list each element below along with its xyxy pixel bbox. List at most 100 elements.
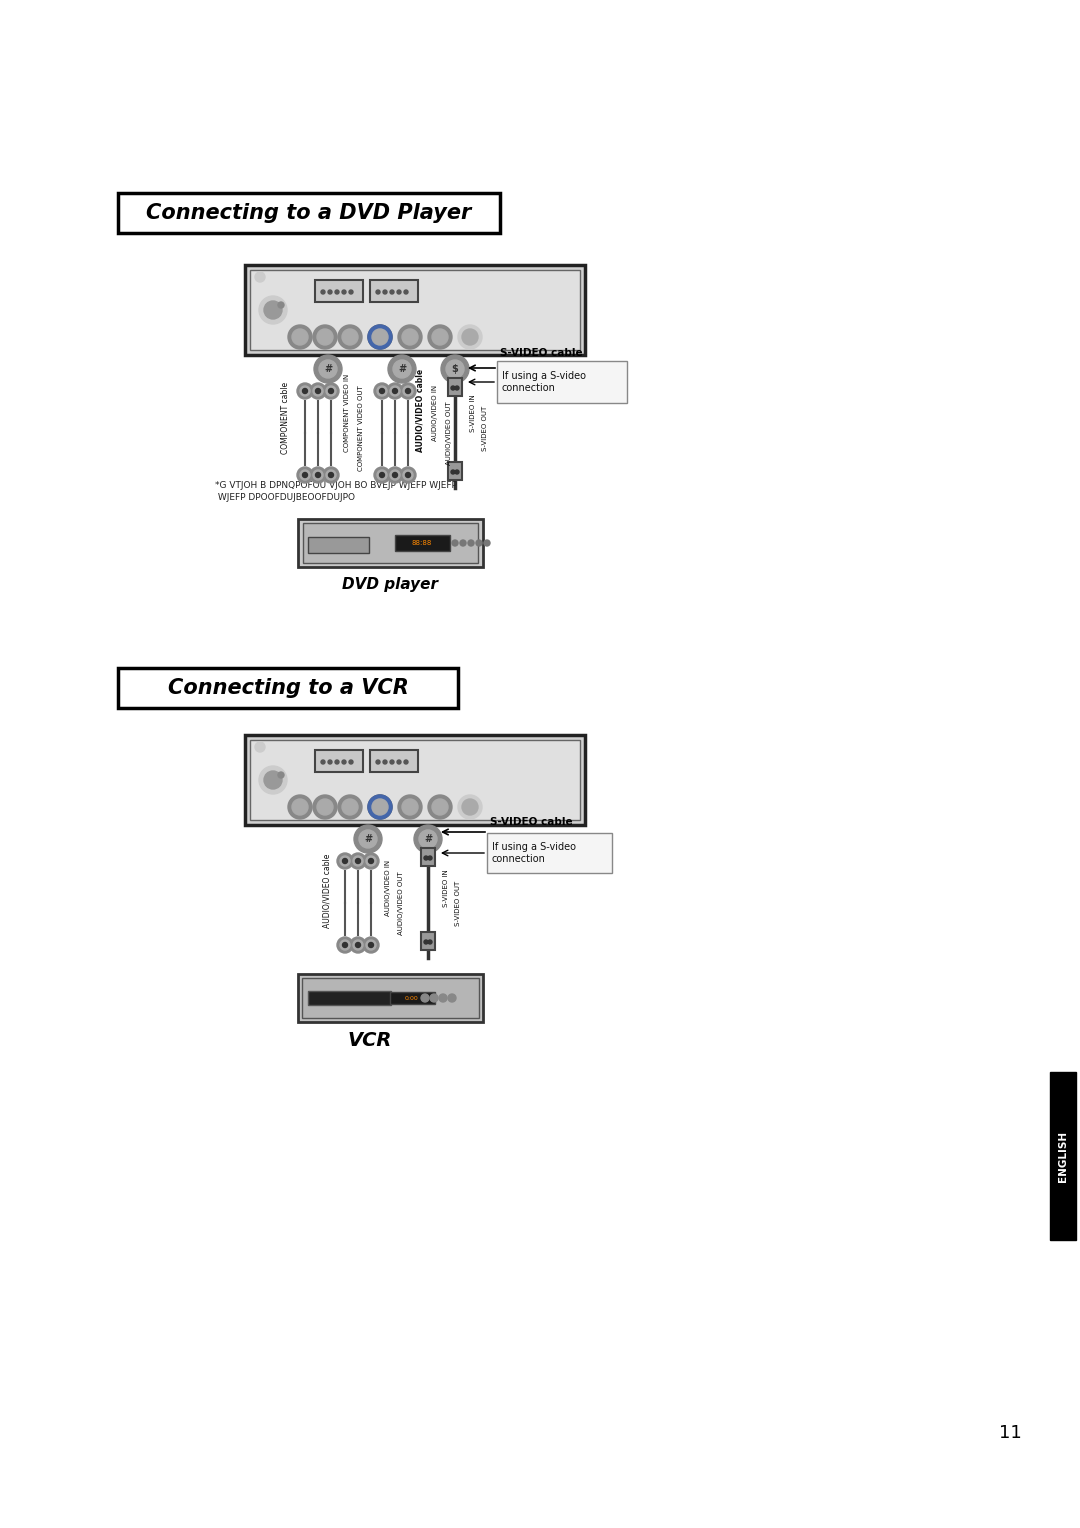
Circle shape bbox=[318, 329, 333, 345]
Text: S-VIDEO cable: S-VIDEO cable bbox=[500, 348, 582, 358]
Bar bbox=[421, 848, 435, 866]
Circle shape bbox=[379, 388, 384, 394]
Bar bbox=[487, 833, 612, 872]
Bar bbox=[118, 193, 500, 232]
Circle shape bbox=[368, 325, 392, 348]
Circle shape bbox=[432, 329, 448, 345]
Circle shape bbox=[315, 472, 321, 477]
Text: AUDIO/VIDEO OUT: AUDIO/VIDEO OUT bbox=[446, 402, 453, 465]
Circle shape bbox=[377, 387, 387, 396]
Text: 0:00: 0:00 bbox=[405, 996, 418, 1001]
Text: COMPONENT cable: COMPONENT cable bbox=[281, 382, 289, 454]
Circle shape bbox=[340, 940, 350, 950]
Circle shape bbox=[387, 468, 403, 483]
Circle shape bbox=[342, 943, 348, 947]
Circle shape bbox=[326, 387, 336, 396]
Circle shape bbox=[363, 853, 379, 869]
Circle shape bbox=[297, 468, 313, 483]
Text: #: # bbox=[324, 364, 332, 374]
Text: If using a S-video
connection: If using a S-video connection bbox=[502, 371, 586, 393]
Circle shape bbox=[462, 799, 478, 814]
Bar bbox=[315, 750, 363, 772]
Circle shape bbox=[338, 325, 362, 348]
Circle shape bbox=[302, 388, 308, 394]
Circle shape bbox=[424, 856, 428, 860]
Circle shape bbox=[403, 471, 413, 480]
Circle shape bbox=[366, 940, 376, 950]
Circle shape bbox=[405, 472, 410, 477]
Text: S-VIDEO IN: S-VIDEO IN bbox=[470, 394, 476, 432]
Text: COMPONENT VIDEO IN: COMPONENT VIDEO IN bbox=[345, 374, 350, 452]
Circle shape bbox=[297, 384, 313, 399]
Circle shape bbox=[313, 325, 337, 348]
Circle shape bbox=[259, 296, 287, 324]
Circle shape bbox=[340, 856, 350, 866]
Circle shape bbox=[451, 471, 455, 474]
Bar bbox=[421, 932, 435, 950]
Circle shape bbox=[313, 387, 323, 396]
Circle shape bbox=[328, 388, 334, 394]
Text: COMPONENT VIDEO OUT: COMPONENT VIDEO OUT bbox=[357, 385, 364, 471]
Circle shape bbox=[400, 384, 416, 399]
Circle shape bbox=[350, 853, 366, 869]
Circle shape bbox=[428, 325, 453, 348]
Circle shape bbox=[419, 830, 437, 848]
Text: Connecting to a VCR: Connecting to a VCR bbox=[167, 678, 408, 698]
Circle shape bbox=[349, 290, 353, 293]
Bar bbox=[448, 461, 462, 480]
Circle shape bbox=[458, 325, 482, 348]
Circle shape bbox=[354, 825, 382, 853]
Circle shape bbox=[318, 799, 333, 814]
Text: 11: 11 bbox=[999, 1424, 1022, 1442]
Bar bbox=[308, 536, 368, 553]
Circle shape bbox=[377, 471, 387, 480]
Circle shape bbox=[390, 290, 394, 293]
Circle shape bbox=[399, 795, 422, 819]
Circle shape bbox=[300, 471, 310, 480]
Circle shape bbox=[372, 329, 388, 345]
Circle shape bbox=[404, 759, 408, 764]
Circle shape bbox=[328, 759, 332, 764]
Circle shape bbox=[372, 799, 388, 814]
Circle shape bbox=[455, 471, 459, 474]
Circle shape bbox=[405, 388, 410, 394]
Circle shape bbox=[368, 943, 374, 947]
Circle shape bbox=[313, 795, 337, 819]
Bar bbox=[308, 992, 391, 1005]
Circle shape bbox=[446, 361, 464, 377]
Circle shape bbox=[404, 290, 408, 293]
Circle shape bbox=[342, 290, 346, 293]
Circle shape bbox=[319, 361, 337, 377]
Circle shape bbox=[379, 472, 384, 477]
Circle shape bbox=[326, 471, 336, 480]
Circle shape bbox=[353, 856, 363, 866]
Text: AUDIO/VIDEO OUT: AUDIO/VIDEO OUT bbox=[399, 871, 404, 935]
Circle shape bbox=[328, 472, 334, 477]
Circle shape bbox=[453, 539, 458, 545]
Circle shape bbox=[355, 859, 361, 863]
Text: WJEFP DPOOFDUJBEOOFDUJPO: WJEFP DPOOFDUJBEOOFDUJPO bbox=[215, 494, 355, 503]
Circle shape bbox=[383, 759, 387, 764]
Bar bbox=[297, 973, 483, 1022]
Bar bbox=[249, 270, 580, 350]
Text: If using a S-video
connection: If using a S-video connection bbox=[492, 842, 576, 863]
Text: S-VIDEO IN: S-VIDEO IN bbox=[443, 869, 449, 908]
Circle shape bbox=[393, 361, 411, 377]
Circle shape bbox=[314, 354, 342, 384]
Circle shape bbox=[484, 539, 490, 545]
Circle shape bbox=[278, 772, 284, 778]
Circle shape bbox=[387, 384, 403, 399]
Circle shape bbox=[259, 766, 287, 795]
Text: AUDIO/VIDEO cable: AUDIO/VIDEO cable bbox=[323, 854, 332, 927]
Circle shape bbox=[288, 795, 312, 819]
Circle shape bbox=[376, 759, 380, 764]
Circle shape bbox=[310, 468, 326, 483]
Circle shape bbox=[342, 799, 357, 814]
Circle shape bbox=[390, 471, 400, 480]
Text: ENGLISH: ENGLISH bbox=[1058, 1131, 1068, 1181]
Circle shape bbox=[342, 859, 348, 863]
Circle shape bbox=[448, 995, 456, 1002]
Circle shape bbox=[476, 539, 482, 545]
Bar bbox=[302, 523, 477, 562]
Circle shape bbox=[337, 937, 353, 953]
